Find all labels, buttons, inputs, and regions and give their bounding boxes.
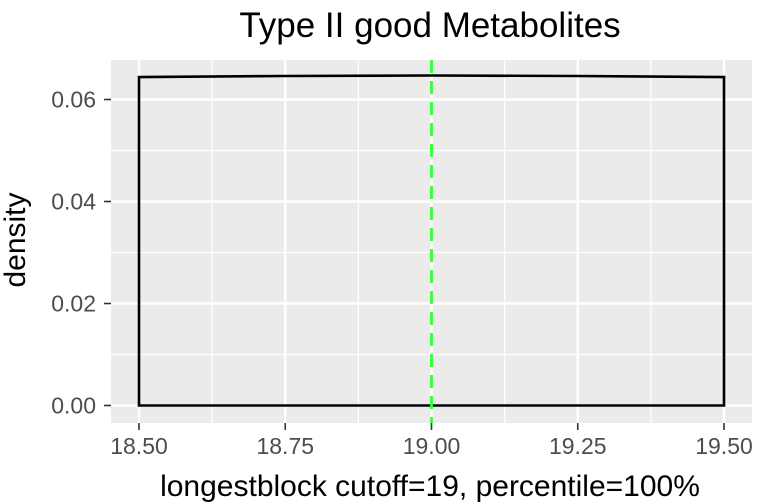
x-tick-label: 18.75 — [256, 433, 314, 459]
density-curve — [137, 74, 726, 407]
x-tick-label: 19.50 — [695, 433, 753, 459]
x-tick-label: 19.25 — [549, 433, 607, 459]
x-axis-tick-labels: 18.50 18.75 19.00 19.25 19.50 — [110, 433, 753, 459]
y-axis-ticks — [104, 98, 111, 407]
y-axis-tick-labels: 0.00 0.02 0.04 0.06 — [51, 87, 96, 419]
y-tick-label: 0.06 — [51, 87, 96, 113]
x-axis-label: longestblock cutoff=19, percentile=100% — [160, 470, 700, 503]
y-axis-label: density — [0, 192, 32, 287]
x-tick-label: 19.00 — [403, 433, 461, 459]
y-tick-label: 0.00 — [51, 393, 96, 419]
chart-title: Type II good Metabolites — [239, 6, 620, 45]
x-tick-label: 18.50 — [110, 433, 168, 459]
x-axis-ticks — [138, 423, 725, 430]
y-tick-label: 0.04 — [51, 189, 96, 215]
y-tick-label: 0.02 — [51, 291, 96, 317]
